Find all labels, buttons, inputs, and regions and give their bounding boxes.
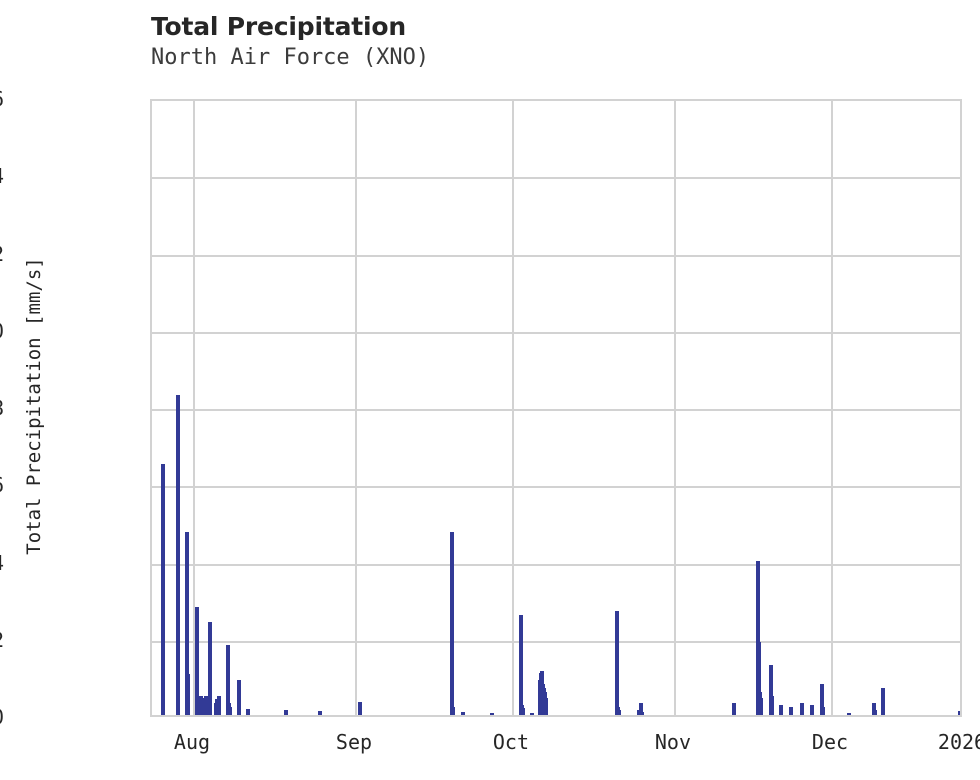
bar: [194, 606, 199, 715]
bar: [788, 706, 793, 715]
bar: [185, 674, 190, 715]
chart-subtitle: North Air Force (XNO): [151, 45, 430, 70]
bar: [358, 702, 363, 715]
bar: [519, 614, 524, 715]
gridline-vertical: [192, 101, 195, 715]
bar: [184, 531, 189, 715]
gridline-horizontal: [152, 177, 960, 180]
bar: [175, 394, 180, 715]
bar: [759, 697, 763, 715]
x-tick-label: Sep: [335, 730, 373, 754]
gridline-horizontal: [152, 331, 960, 334]
x-tick-label: Oct: [492, 730, 529, 754]
x-tick-label: Aug: [173, 730, 211, 754]
bar: [318, 711, 322, 715]
bar: [731, 703, 736, 715]
bar: [957, 711, 960, 715]
bar: [756, 641, 761, 715]
bar: [283, 710, 288, 715]
bar: [616, 710, 621, 715]
y-tick-label: 0.014: [0, 166, 18, 186]
bar: [521, 708, 525, 715]
bar: [778, 705, 783, 715]
bar: [216, 696, 221, 715]
gridline-horizontal: [152, 563, 960, 566]
bar: [198, 695, 203, 715]
gridline-vertical: [354, 101, 357, 715]
bar: [236, 680, 241, 715]
gridline-horizontal: [152, 254, 960, 257]
bar: [245, 709, 250, 715]
bar: [489, 712, 494, 715]
gridline-horizontal: [152, 640, 960, 643]
x-tick-label: Nov: [654, 730, 691, 754]
bar: [847, 712, 852, 715]
bar: [820, 707, 825, 715]
bar: [880, 687, 885, 715]
bar: [872, 703, 877, 715]
bar: [819, 684, 824, 715]
bar: [227, 707, 232, 715]
bar: [460, 711, 465, 715]
bar: [800, 703, 804, 715]
bar: [226, 645, 230, 715]
y-tick-label: 0.008: [0, 398, 18, 418]
bar: [207, 622, 212, 715]
bar: [769, 695, 774, 715]
title-block: Total Precipitation North Air Force (XNO…: [151, 12, 851, 72]
y-tick-label: 0.010: [0, 321, 18, 341]
bar: [543, 697, 548, 715]
bar: [639, 711, 644, 715]
bar: [451, 707, 455, 715]
y-axis-label: Total Precipitation [mm/s]: [23, 257, 45, 555]
y-tick-label: 0.012: [0, 244, 18, 264]
bar: [530, 713, 535, 715]
chart-title: Total Precipitation: [151, 12, 406, 41]
bar: [614, 610, 619, 715]
gridline-vertical: [673, 101, 676, 715]
bar: [809, 705, 814, 715]
bar: [768, 664, 773, 715]
y-tick-label: 0.004: [0, 553, 18, 573]
y-tick-label: 0.006: [0, 475, 18, 495]
bar: [450, 531, 455, 715]
y-tick-label: 0.000: [0, 707, 18, 727]
gridline-horizontal: [152, 486, 960, 489]
gridline-vertical: [511, 101, 514, 715]
y-tick-label: 0.002: [0, 630, 18, 650]
x-tick-label: 2026: [937, 730, 980, 754]
bar: [873, 710, 878, 715]
plot-area: [150, 99, 962, 717]
bar: [638, 703, 643, 715]
bar: [204, 699, 209, 715]
y-tick-label: 0.016: [0, 89, 18, 109]
gridline-vertical: [830, 101, 833, 715]
gridline-horizontal: [152, 409, 960, 411]
bar: [161, 463, 166, 715]
bar: [755, 561, 760, 715]
x-tick-label: Dec: [811, 730, 849, 754]
